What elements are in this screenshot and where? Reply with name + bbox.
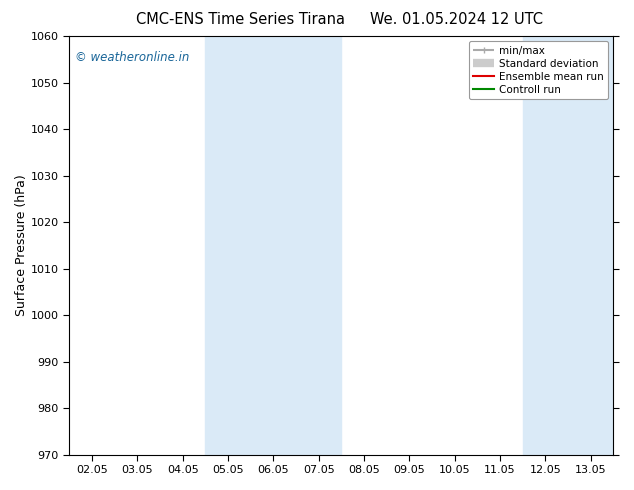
Legend: min/max, Standard deviation, Ensemble mean run, Controll run: min/max, Standard deviation, Ensemble me… <box>469 41 608 99</box>
Bar <box>523 36 614 455</box>
Text: © weatheronline.in: © weatheronline.in <box>75 51 189 64</box>
Text: CMC-ENS Time Series Tirana: CMC-ENS Time Series Tirana <box>136 12 346 27</box>
Y-axis label: Surface Pressure (hPa): Surface Pressure (hPa) <box>15 174 28 316</box>
Bar <box>205 36 341 455</box>
Text: We. 01.05.2024 12 UTC: We. 01.05.2024 12 UTC <box>370 12 543 27</box>
